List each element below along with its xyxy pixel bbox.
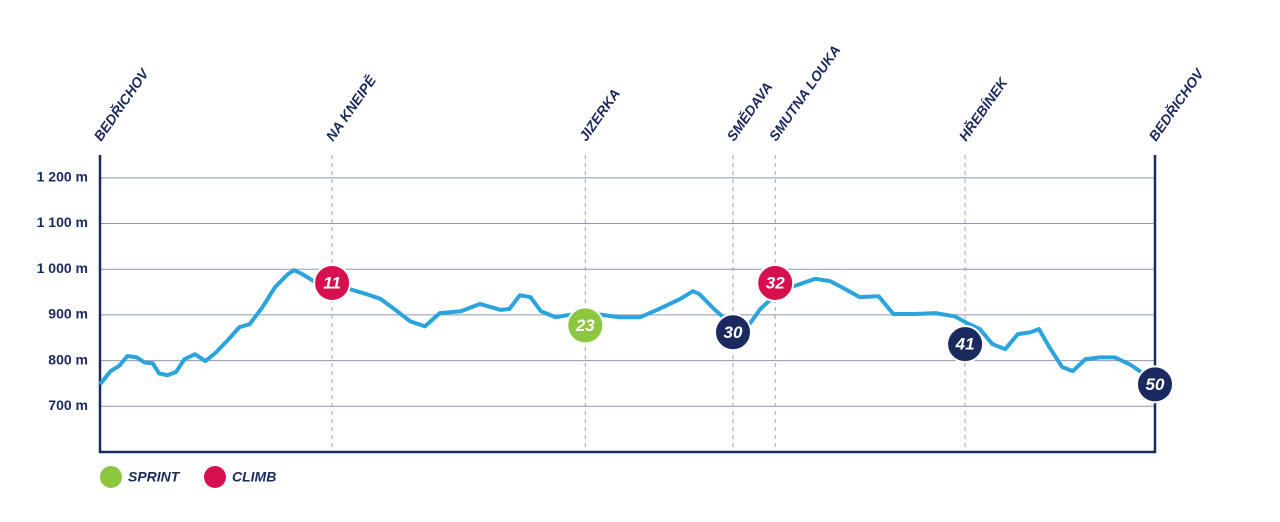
- marker: [313, 263, 352, 302]
- elevation-line: [98, 268, 1157, 386]
- legend-label: CLIMB: [232, 469, 276, 485]
- marker-label: 32: [766, 273, 785, 292]
- marker-label: 11: [323, 273, 341, 292]
- marker-label: 41: [955, 335, 975, 354]
- marker-label: 50: [1146, 375, 1165, 394]
- place-label: JIZERKA: [576, 86, 623, 144]
- y-tick-label: 900 m: [48, 306, 88, 322]
- place-label: BEDŘICHOV: [90, 64, 153, 144]
- place-label: SMUTNA LOUKA: [766, 42, 844, 144]
- y-tick-label: 700 m: [48, 397, 88, 413]
- marker: [756, 263, 795, 302]
- y-tick-label: 1 000 m: [37, 260, 88, 276]
- legend-swatch: [100, 466, 122, 488]
- axis: [98, 155, 1157, 454]
- y-tick-label: 1 100 m: [37, 214, 88, 230]
- place-label: BEDŘICHOV: [1145, 64, 1208, 144]
- legend-label: SPRINT: [128, 469, 181, 485]
- legend-swatch: [204, 466, 226, 488]
- marker: [1136, 365, 1174, 404]
- marker-label: 30: [724, 323, 743, 342]
- place-label: HŘEBÍNEK: [955, 73, 1011, 143]
- y-tick-label: 800 m: [48, 351, 88, 367]
- marker: [566, 306, 605, 345]
- place-label: NA KNEIPĚ: [322, 72, 380, 144]
- marker: [714, 313, 752, 352]
- marker-label: 23: [575, 316, 595, 335]
- marker: [946, 325, 985, 364]
- y-tick-label: 1 200 m: [37, 169, 88, 185]
